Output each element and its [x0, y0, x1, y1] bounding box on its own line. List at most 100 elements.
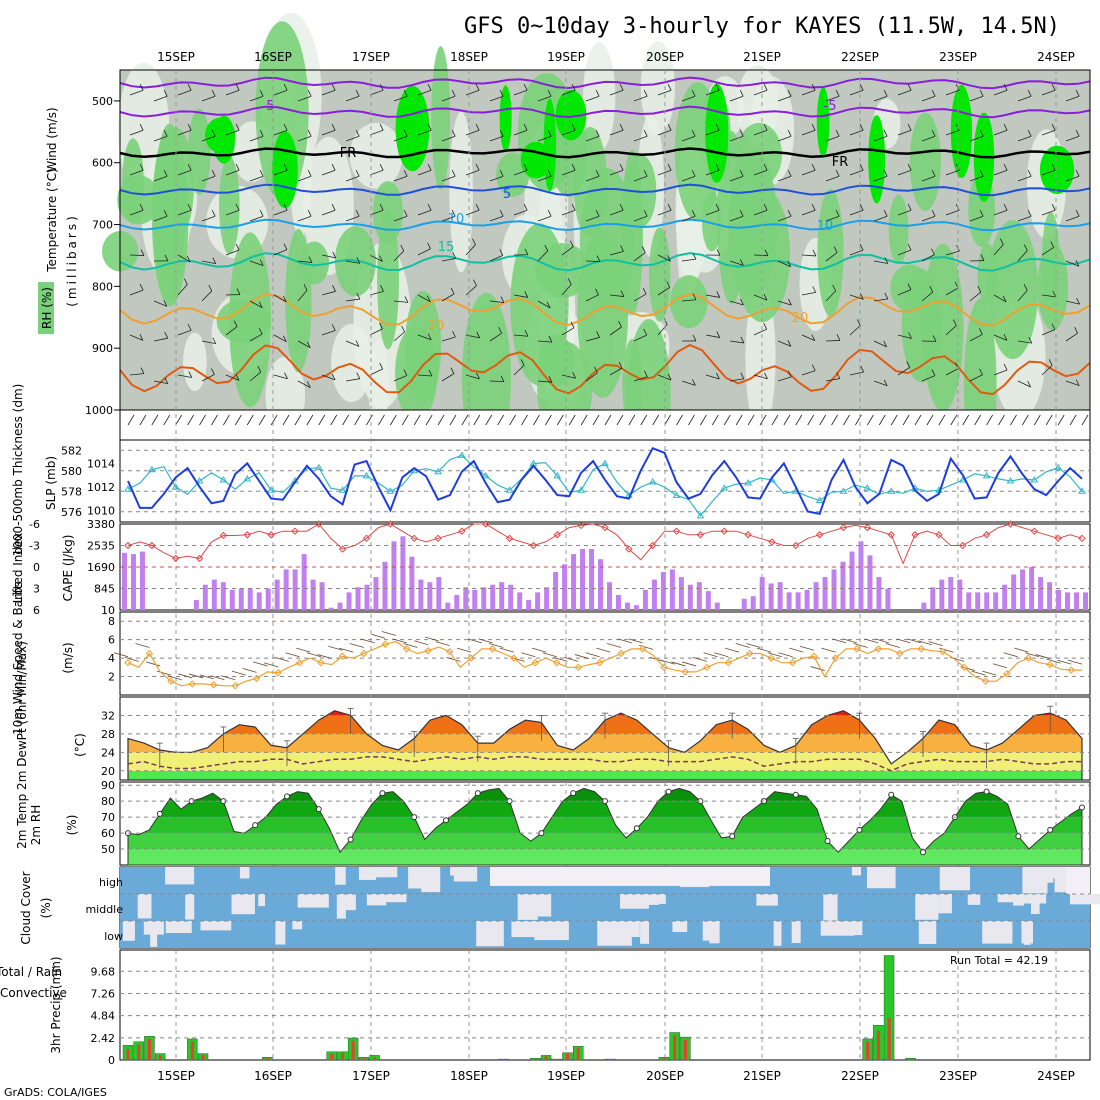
wind10m-series-point	[1067, 666, 1075, 674]
rh-point	[729, 833, 736, 840]
wind-barb	[177, 129, 192, 136]
wind-barb	[897, 89, 912, 96]
surface-barb	[783, 414, 791, 426]
wind10m-barb	[982, 670, 997, 676]
rh-point	[1015, 833, 1022, 840]
wind-barb-flag	[787, 170, 792, 177]
date-label-bottom: 20SEP	[646, 1069, 684, 1083]
precip-conv-bar	[340, 1052, 344, 1060]
wind-barb	[129, 334, 144, 341]
wind-barb-flag	[787, 90, 792, 97]
wind-barb-flag	[475, 164, 480, 171]
wind-barb-flag	[427, 124, 432, 131]
thickness-series-point	[362, 471, 371, 479]
wind10m-barb	[778, 652, 793, 658]
wind-barb-flag	[499, 130, 504, 137]
wind-barb-flag	[140, 367, 145, 374]
wind-barb-flag	[306, 341, 311, 348]
wind-barb-flag	[427, 164, 432, 171]
cape-bar	[777, 582, 783, 610]
wind-barb	[609, 89, 624, 96]
thickness-series-point	[839, 487, 848, 494]
thickness-series-point	[648, 478, 657, 485]
wind-barb-flag	[258, 301, 263, 308]
wind-barb-flag	[931, 170, 936, 177]
wind10m-series-point	[574, 663, 582, 672]
wind-label: 10m Wind Speed & Barbs	[11, 581, 25, 735]
wind10m-barb	[928, 641, 943, 647]
cloud-gap	[851, 867, 862, 876]
footer-credit: GrADS: COLA/IGES	[4, 1086, 107, 1099]
lifted-series-point	[577, 521, 585, 530]
contour-label: 15	[438, 240, 455, 255]
cape-bar	[463, 587, 469, 610]
wind-barb-flag	[979, 210, 984, 217]
wind-barb-flag	[716, 249, 721, 256]
cloud-gap	[597, 921, 632, 946]
wind-barb	[369, 169, 384, 176]
lifted-series-point	[291, 527, 299, 535]
wind-barb-flag	[451, 90, 456, 97]
wind10m-series-point	[746, 649, 754, 658]
wind-barb-flag	[788, 370, 792, 378]
wind-barb-flag	[403, 369, 408, 376]
wind-barb	[561, 374, 576, 379]
surface-barb	[437, 414, 445, 426]
cloud-gap	[1066, 867, 1090, 894]
wind-barb-flag	[596, 331, 600, 338]
surface-barb	[258, 414, 266, 426]
cape-bar	[615, 594, 621, 610]
wind-barb-flag	[524, 330, 529, 337]
wind-barb	[345, 175, 360, 182]
cape-bar	[346, 592, 352, 610]
cape-bar	[202, 584, 208, 610]
wind-barb-flag	[619, 124, 624, 131]
wind-barb-flag	[883, 340, 888, 348]
wind-barb	[1065, 135, 1080, 142]
wind-barb-flag	[907, 84, 912, 91]
wind-barb	[825, 95, 840, 102]
rh-moist-region	[377, 210, 399, 350]
wind-barb-flag	[812, 249, 817, 257]
cape-bar	[607, 582, 612, 610]
wind-barb	[273, 374, 288, 380]
wind-barb-flag	[691, 379, 696, 386]
cape-bar	[328, 607, 334, 610]
wind-barb	[153, 95, 168, 102]
wind-barb	[129, 89, 144, 96]
cape-bar	[1002, 584, 1008, 610]
wind-barb	[201, 340, 216, 345]
cloud-gap	[1023, 921, 1031, 945]
rh-point	[570, 790, 577, 797]
thickness-tick: 578	[61, 485, 82, 498]
wind-barb	[537, 135, 552, 142]
wind-barb	[1017, 380, 1031, 388]
cloud-gap	[534, 921, 569, 941]
wind-barb-flag	[187, 124, 192, 131]
cape-bar	[454, 594, 460, 610]
rh-moist-region	[625, 154, 657, 228]
lifted-series-point	[744, 531, 752, 539]
wind-barb	[921, 175, 936, 182]
wind-barb-flag	[811, 334, 816, 341]
thickness-series-point	[577, 486, 586, 493]
wind-barb-flag	[259, 90, 264, 97]
wind10m-barb	[628, 638, 643, 644]
wind-barb	[273, 334, 287, 343]
precip-tick: 4.84	[91, 1010, 116, 1023]
wind10m-series-point	[703, 663, 711, 672]
wind10m-barb	[188, 673, 204, 679]
wind-barb-flag	[739, 90, 744, 97]
wind-barb-flag	[931, 248, 935, 255]
wind-barb-flag	[236, 288, 241, 295]
wind-barb	[609, 169, 624, 176]
wind-barb	[873, 95, 888, 102]
lifted-series-point	[672, 527, 681, 535]
wind-barb	[177, 169, 192, 176]
cape-bar	[957, 579, 963, 610]
wind10m-barb	[574, 654, 590, 659]
wind-barb-flag	[187, 84, 192, 91]
wind-barb-flag	[1027, 380, 1032, 388]
wind-barb	[729, 300, 744, 306]
wind-barb	[465, 244, 476, 256]
